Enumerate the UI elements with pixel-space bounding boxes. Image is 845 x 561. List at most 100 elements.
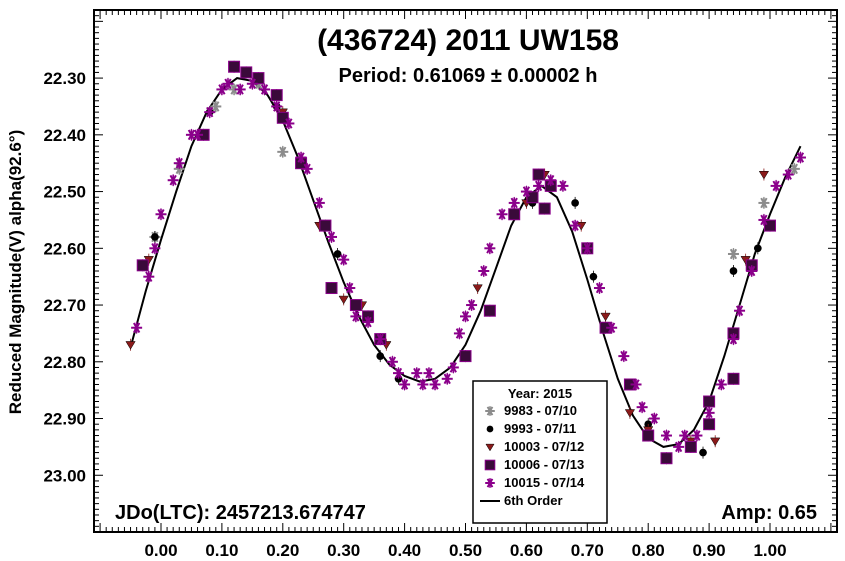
square-marker <box>483 304 496 317</box>
x-axis: 0.00 0.10 0.20 0.30 0.40 0.50 0.60 0.70 0.80 0.90… <box>99 10 832 560</box>
legend: Year: 2015 9983 - 07/10 9993 - 07/11 10003… <box>472 380 608 524</box>
asterisk-marker <box>734 305 746 317</box>
series-group <box>125 106 770 448</box>
triangle-marker <box>472 284 483 293</box>
legend-fit-label: 6th Order <box>504 493 563 508</box>
data-points-layer <box>125 60 806 465</box>
legend-entry-label: 9993 - 07/11 <box>504 421 576 436</box>
circle-marker <box>729 267 738 275</box>
y-tick-label: 22.70 <box>43 296 86 315</box>
square-marker <box>642 429 655 442</box>
asterisk-marker <box>715 378 727 390</box>
square-marker <box>684 440 697 453</box>
square-marker <box>240 66 253 79</box>
square-marker <box>703 418 716 431</box>
x-tick-label: 0.10 <box>205 541 238 560</box>
asterisk-marker <box>411 367 423 379</box>
jdo-annotation: JDo(LTC): 2457213.674747 <box>115 502 366 524</box>
asterisk-marker <box>429 378 441 390</box>
asterisk-marker <box>569 220 581 232</box>
square-marker <box>508 208 521 221</box>
square-marker <box>764 219 777 232</box>
asterisk-marker <box>636 401 648 413</box>
square-marker <box>325 282 338 295</box>
x-tick-label: 0.80 <box>632 541 665 560</box>
fit-curve-line <box>129 77 802 448</box>
legend-entry-label: 9983 - 07/10 <box>504 403 577 418</box>
asterisk-marker <box>259 83 271 95</box>
asterisk-marker <box>283 117 295 129</box>
asterisk-marker <box>192 129 204 141</box>
legend-entries: 9983 - 07/10 9993 - 07/11 10003 - 07/12 100… <box>480 403 585 508</box>
asterisk-marker <box>338 254 350 266</box>
fit-curve-layer <box>129 77 802 448</box>
square-marker <box>484 459 496 471</box>
y-tick-label: 23.00 <box>43 466 86 485</box>
square-marker <box>252 72 265 85</box>
square-marker <box>270 89 283 102</box>
circle-marker <box>151 233 159 241</box>
asterisk-marker <box>374 333 386 345</box>
plot-frame <box>93 9 838 533</box>
series-group <box>151 100 762 459</box>
y-tick-label: 22.80 <box>43 353 86 372</box>
circle-marker <box>486 425 494 433</box>
asterisk-marker <box>496 208 508 220</box>
asterisk-marker <box>782 169 794 181</box>
asterisk-marker <box>155 208 167 220</box>
circle-marker <box>333 250 342 258</box>
x-tick-label: 0.40 <box>388 541 421 560</box>
asterisk-marker <box>520 186 532 198</box>
triangle-marker <box>485 443 495 452</box>
square-marker <box>276 111 289 124</box>
asterisk-marker <box>673 441 685 453</box>
asterisk-marker <box>362 316 374 328</box>
square-marker <box>660 452 673 465</box>
triangle-marker <box>710 437 721 447</box>
y-tick-label: 22.50 <box>43 183 86 202</box>
legend-entry-label: 10003 - 07/12 <box>504 439 584 454</box>
square-marker <box>538 202 551 215</box>
x-tick-label: 0.20 <box>266 541 299 560</box>
asterisk-marker <box>271 100 283 112</box>
asterisk-marker <box>478 265 490 277</box>
triangle-marker <box>600 312 611 322</box>
asterisk-marker <box>794 152 806 164</box>
asterisk-marker <box>788 163 800 175</box>
asterisk-marker <box>301 163 313 175</box>
y-tick-label: 22.40 <box>43 126 86 145</box>
asterisk-marker <box>606 322 618 334</box>
asterisk-marker <box>149 242 161 254</box>
asterisk-marker <box>326 231 338 243</box>
circle-marker <box>753 244 762 253</box>
asterisk-marker <box>246 78 258 90</box>
asterisk-marker <box>770 180 782 192</box>
legend-entry-label: 10006 - 07/13 <box>504 457 584 472</box>
asterisk-marker <box>758 214 770 226</box>
asterisk-marker <box>460 310 471 322</box>
asterisk-marker <box>727 248 739 260</box>
asterisk-marker <box>447 361 459 373</box>
asterisk-marker <box>222 78 234 90</box>
y-axis: 22.30 22.40 22.50 22.60 22.70 22.80 22.90 23.00 <box>43 9 837 533</box>
legend-title: Year: 2015 <box>508 386 572 401</box>
triangle-marker <box>758 170 770 180</box>
asterisk-marker <box>131 322 143 334</box>
asterisk-marker <box>167 174 179 186</box>
asterisk-marker <box>399 378 411 390</box>
series-group <box>149 77 800 295</box>
asterisk-marker <box>484 242 496 254</box>
y-tick-label: 22.30 <box>43 69 86 88</box>
asterisk-marker <box>350 310 362 322</box>
asterisk-marker <box>393 367 405 379</box>
circle-marker <box>699 448 707 457</box>
circle-marker <box>589 272 598 281</box>
y-tick-label: 22.90 <box>43 410 86 429</box>
triangle-marker <box>624 409 636 418</box>
asterisk-marker <box>216 83 228 95</box>
asterisk-marker <box>485 478 495 488</box>
x-tick-label: 0.00 <box>144 541 177 560</box>
square-marker <box>532 168 545 181</box>
x-tick-label: 0.90 <box>693 541 726 560</box>
asterisk-marker <box>417 378 429 390</box>
